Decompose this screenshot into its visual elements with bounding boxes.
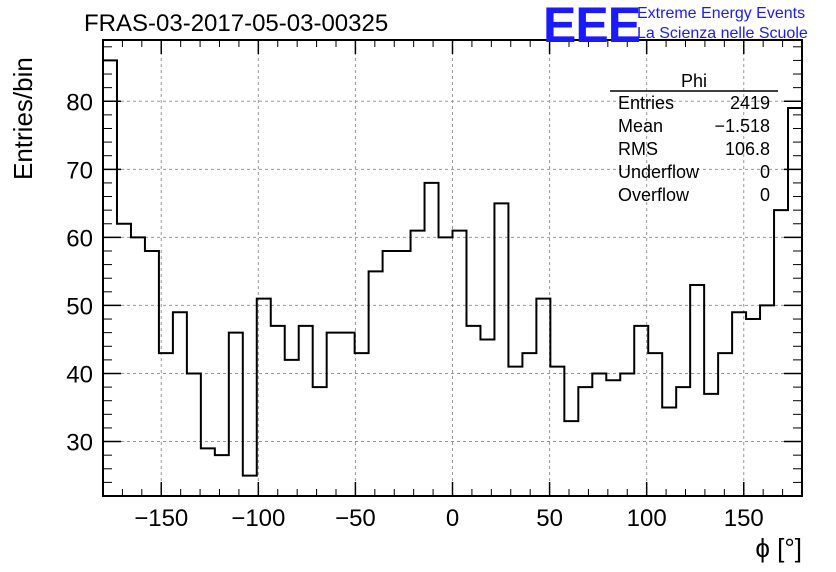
axis-ticks [102, 40, 803, 496]
tick-labels: −150 −100 −50 0 50 100 150 30 40 50 60 70 80 [66, 89, 763, 532]
stats-title: Phi [680, 71, 707, 91]
stats-value-entries: 2419 [729, 93, 770, 113]
x-tick-label: −50 [335, 505, 376, 532]
stats-value-mean: −1.518 [714, 116, 770, 136]
x-tick-label: 50 [536, 505, 563, 532]
histogram-series-line [103, 59, 802, 477]
chart-title: FRAS-03-2017-05-03-00325 [84, 10, 389, 37]
x-tick-label: −100 [231, 505, 285, 532]
y-tick-label: 60 [66, 225, 93, 252]
logo-line-1: Extreme Energy Events [637, 5, 806, 22]
y-tick-label: 30 [66, 430, 93, 457]
y-tick-label: 70 [66, 157, 93, 184]
y-tick-label: 80 [66, 89, 93, 116]
stats-value-overflow: 0 [759, 185, 770, 205]
stats-label-overflow: Overflow [618, 185, 690, 205]
stats-label-rms: RMS [618, 139, 658, 159]
stats-value-underflow: 0 [759, 162, 770, 182]
x-tick-label: 150 [724, 505, 764, 532]
stats-label-mean: Mean [618, 116, 664, 136]
y-tick-label: 50 [66, 293, 93, 320]
x-tick-label: 0 [446, 505, 459, 532]
stats-label-entries: Entries [618, 93, 675, 113]
y-tick-label: 40 [66, 361, 93, 388]
y-axis-label: Entries/bin [8, 57, 38, 180]
logo-line-2: La Scienza nelle Scuole [637, 25, 808, 42]
grid-lines [103, 40, 802, 496]
stats-value-rms: 106.8 [724, 139, 770, 159]
plot-frame [102, 39, 803, 497]
x-axis-label: ϕ [°] [755, 533, 802, 563]
stats-label-underflow: Underflow [618, 162, 700, 182]
x-tick-label: −150 [134, 505, 188, 532]
eee-logo: EEE [543, 0, 641, 53]
x-tick-label: 100 [627, 505, 667, 532]
